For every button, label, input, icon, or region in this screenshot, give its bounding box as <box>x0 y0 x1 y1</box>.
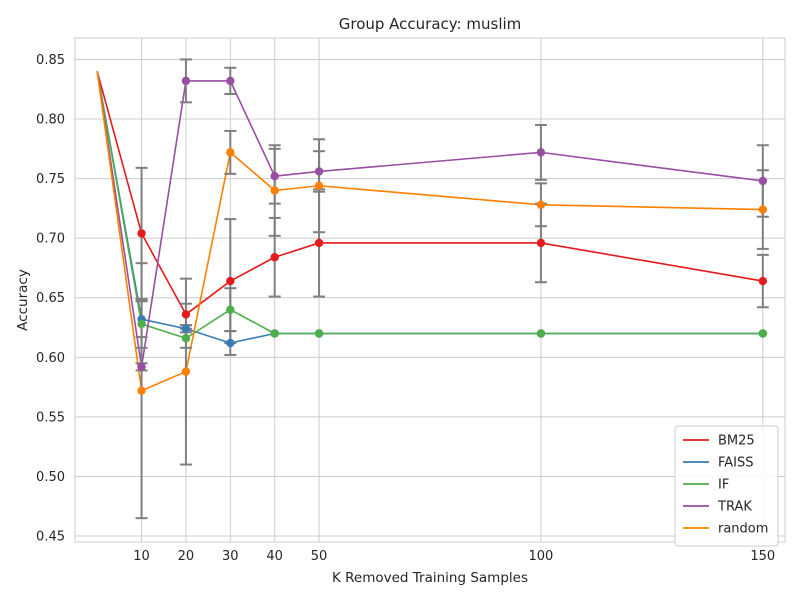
data-point-random <box>536 200 546 210</box>
plot-border <box>74 37 786 543</box>
x-tick-label: 30 <box>222 549 239 564</box>
data-point-if <box>758 329 768 338</box>
legend-label-bm25: BM25 <box>718 434 755 449</box>
axis-ticks: 0.45 0.50 0.55 0.60 0.65 0.70 0.75 0.80 0.85 10 20… <box>36 53 775 564</box>
y-tick-label: 0.85 <box>36 53 65 68</box>
plot-area <box>74 37 786 543</box>
data-point-trak <box>536 148 546 157</box>
data-point-if <box>226 305 235 314</box>
data-point-trak <box>181 76 191 86</box>
data-point-if <box>314 329 324 338</box>
y-tick-label: 0.45 <box>36 530 65 545</box>
series-line-trak <box>96 71 763 368</box>
x-tick-label: 150 <box>750 549 775 564</box>
data-point-bm25 <box>226 276 235 286</box>
x-tick-label: 40 <box>266 549 283 564</box>
data-point-bm25 <box>314 238 324 248</box>
y-tick-label: 0.70 <box>36 232 65 247</box>
x-tick-label: 100 <box>529 549 554 564</box>
data-point-random <box>226 148 235 157</box>
data-point-random <box>137 386 146 395</box>
data-point-bm25 <box>270 253 279 262</box>
chart-title: Group Accuracy: muslim <box>339 15 522 33</box>
legend-label-trak: TRAK <box>717 500 752 515</box>
legend-label-random: random <box>718 522 768 537</box>
y-tick-label: 0.60 <box>36 351 65 366</box>
data-markers <box>137 76 768 395</box>
x-tick-label: 50 <box>311 549 328 564</box>
data-point-trak <box>226 76 235 86</box>
data-point-bm25 <box>137 229 146 238</box>
data-point-random <box>314 181 324 190</box>
data-point-trak <box>270 172 279 181</box>
y-axis-title: Accuracy <box>15 269 31 331</box>
series-line-bm25 <box>96 71 763 316</box>
legend-label-faiss: FAISS <box>718 456 754 471</box>
data-point-trak <box>314 167 324 176</box>
y-tick-label: 0.55 <box>36 410 65 425</box>
data-point-if <box>270 329 279 338</box>
data-point-random <box>270 186 279 195</box>
data-point-bm25 <box>758 276 768 286</box>
series-line-random <box>96 71 763 392</box>
data-point-trak <box>137 362 146 372</box>
y-tick-label: 0.50 <box>36 470 65 485</box>
data-point-faiss <box>226 338 235 348</box>
y-tick-label: 0.65 <box>36 291 65 306</box>
x-tick-label: 20 <box>178 549 195 564</box>
data-point-random <box>181 367 191 376</box>
data-point-random <box>758 205 768 214</box>
series-lines <box>96 71 763 392</box>
data-point-bm25 <box>181 310 191 319</box>
y-tick-label: 0.75 <box>36 172 65 187</box>
data-point-trak <box>758 176 768 186</box>
legend: BM25 FAISS IF TRAK random <box>674 425 779 547</box>
x-tick-label: 10 <box>133 549 150 564</box>
data-point-if <box>137 319 146 329</box>
data-point-if <box>536 329 546 338</box>
data-point-faiss <box>181 324 191 333</box>
legend-box <box>674 425 779 547</box>
data-point-if <box>181 334 191 343</box>
legend-label-if: IF <box>718 478 729 493</box>
y-tick-label: 0.80 <box>36 113 65 128</box>
series-line-if <box>96 71 763 340</box>
x-axis-title: K Removed Training Samples <box>332 570 528 586</box>
data-point-bm25 <box>536 238 546 248</box>
